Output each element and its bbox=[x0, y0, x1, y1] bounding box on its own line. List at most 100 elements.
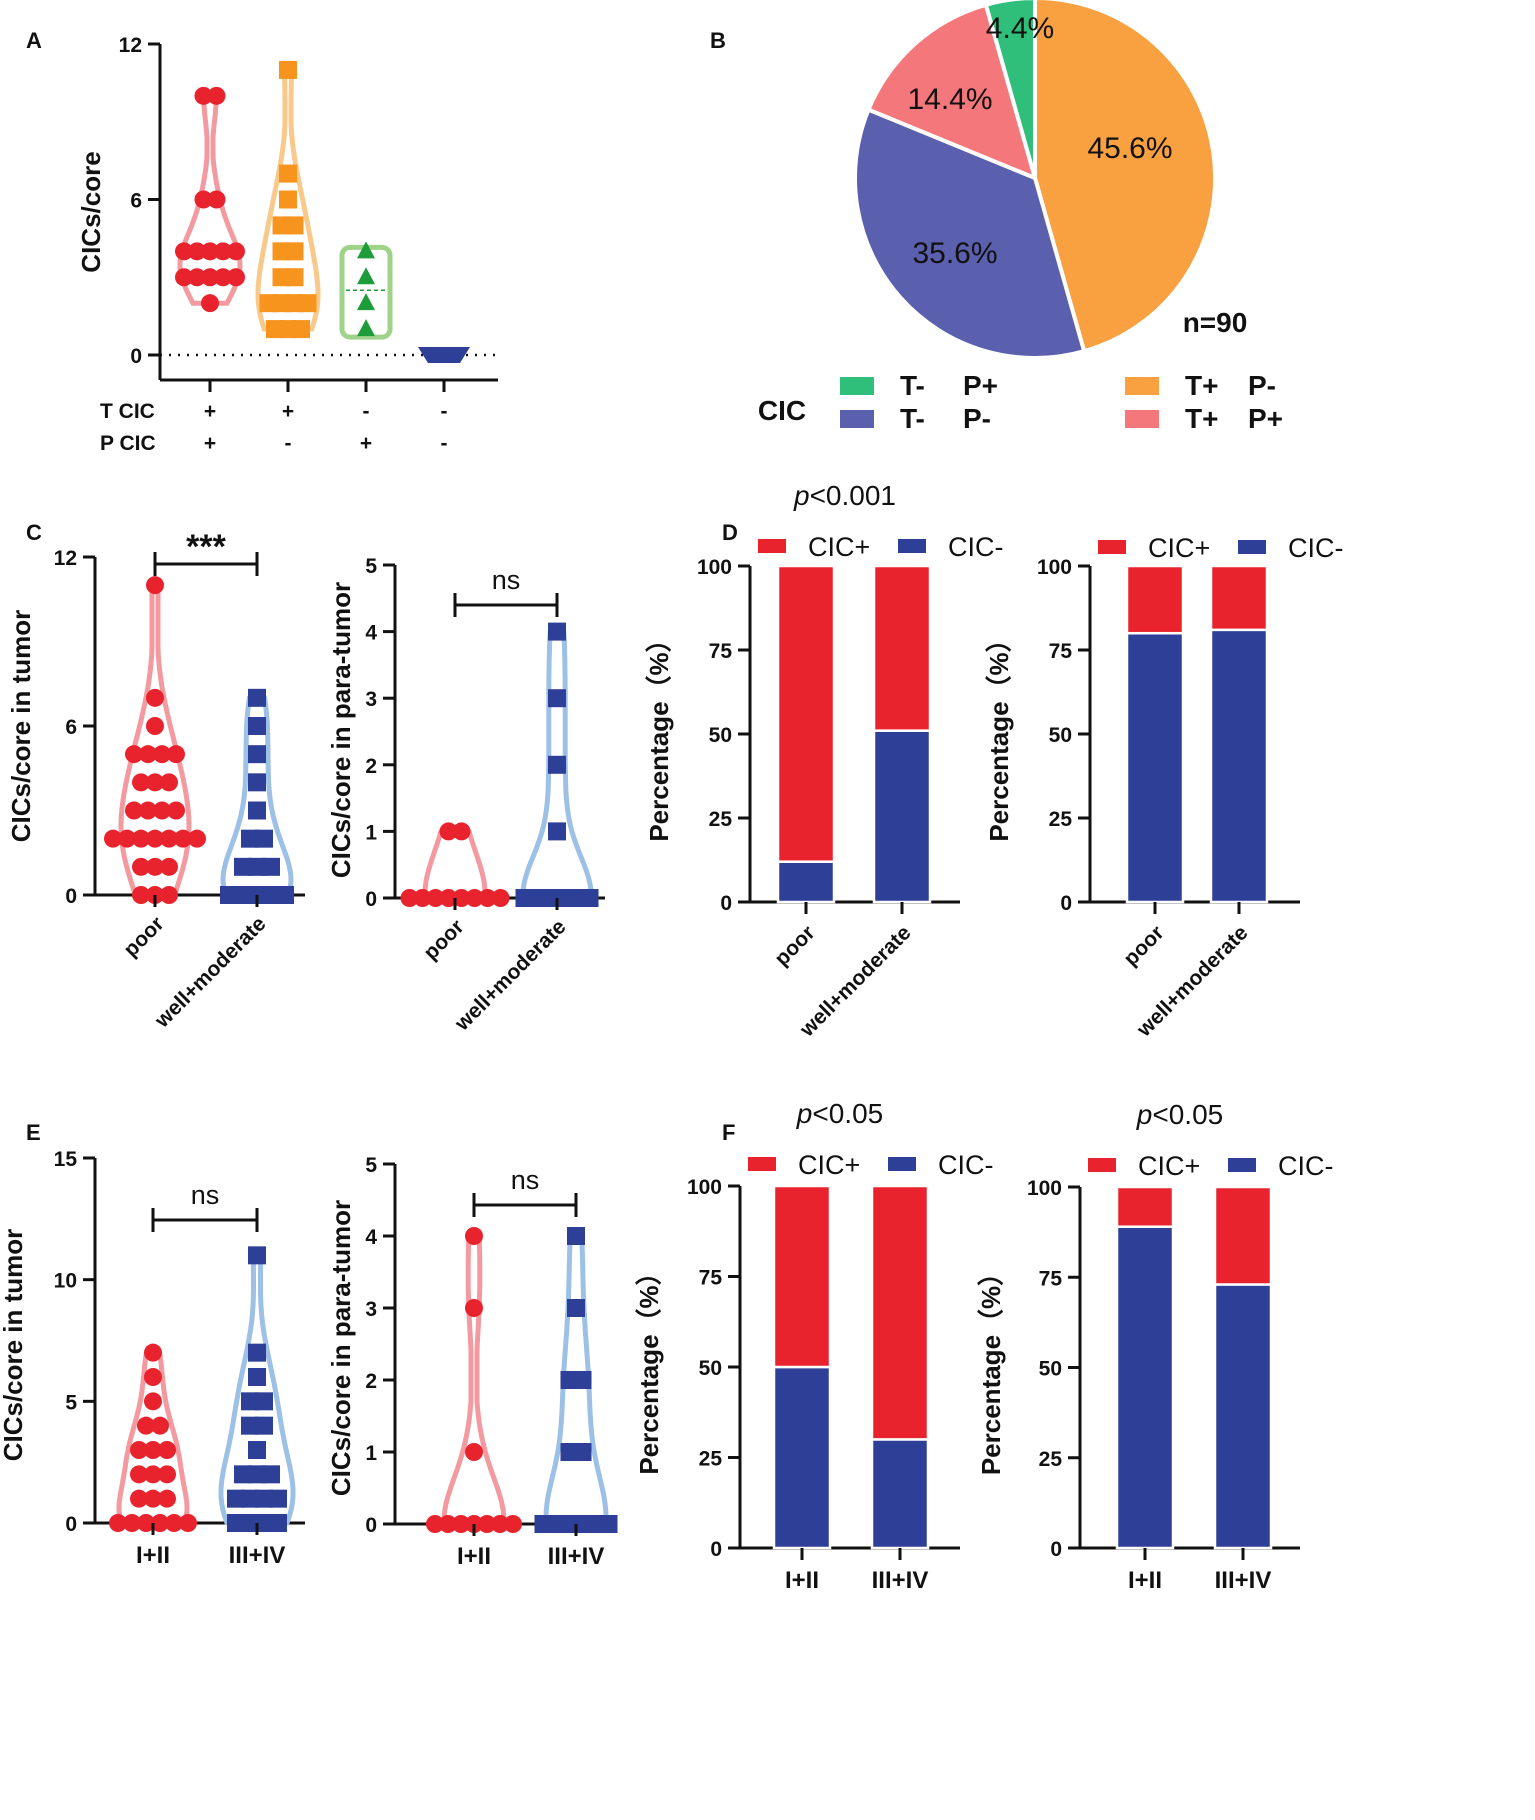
data-point bbox=[201, 268, 219, 287]
y-tick-label: 50 bbox=[709, 724, 732, 747]
panel-C1: 0 6 12 C CICs/core in tumor *** poorwell+moder… bbox=[6, 520, 305, 1033]
data-point bbox=[573, 1371, 592, 1389]
data-point bbox=[194, 190, 213, 209]
legend-text-p: P+ bbox=[963, 370, 998, 401]
panel-label: F bbox=[722, 1120, 735, 1145]
y-tick-label: 0 bbox=[710, 1538, 722, 1561]
panel-label: B bbox=[710, 28, 726, 53]
y-tick-label: 100 bbox=[1027, 1177, 1062, 1200]
violin-outline bbox=[422, 828, 488, 901]
y-tick-label: 75 bbox=[1049, 640, 1073, 663]
y-tick-label: 15 bbox=[54, 1148, 78, 1171]
violin-outline bbox=[441, 1233, 507, 1527]
y-axis-label: Percentage（%） bbox=[984, 626, 1014, 841]
slice-label: 35.6% bbox=[912, 237, 997, 270]
legend-text-t: T- bbox=[900, 370, 925, 401]
data-point bbox=[255, 829, 273, 848]
data-point bbox=[292, 320, 310, 339]
data-point bbox=[357, 241, 375, 259]
data-point bbox=[548, 822, 566, 841]
row-value-t: + bbox=[204, 400, 216, 423]
data-point bbox=[167, 801, 185, 820]
data-point bbox=[146, 857, 164, 876]
data-point bbox=[160, 829, 178, 848]
panel-F2: 0 25 50 75 100 Percentage（%） I+II III+IV CIC+ CIC… bbox=[976, 1099, 1334, 1594]
panel-D1: D0255075100Percentage（%）poorwell+moderat… bbox=[644, 480, 1004, 1042]
data-point bbox=[118, 829, 136, 848]
legend-swatch bbox=[840, 410, 874, 428]
data-point bbox=[478, 1515, 496, 1533]
y-axis-label: CICs/core bbox=[76, 151, 106, 272]
x-tick-label: III+IV bbox=[548, 1543, 605, 1570]
data-point bbox=[146, 829, 164, 848]
row-value-p: - bbox=[285, 432, 292, 455]
data-point bbox=[201, 294, 219, 313]
legend-text-t: T- bbox=[900, 403, 925, 434]
data-point bbox=[146, 717, 164, 735]
data-point bbox=[188, 268, 206, 287]
y-tick-label: 0 bbox=[365, 1514, 377, 1537]
data-point bbox=[248, 745, 266, 764]
data-point bbox=[137, 1514, 155, 1532]
y-tick-label: 4 bbox=[365, 622, 377, 645]
data-point bbox=[167, 745, 185, 764]
data-point bbox=[234, 857, 252, 876]
data-point bbox=[175, 268, 193, 287]
data-point bbox=[357, 293, 375, 311]
data-point bbox=[262, 1465, 280, 1484]
data-point bbox=[214, 242, 232, 261]
data-point bbox=[580, 889, 599, 907]
row-value-p: + bbox=[360, 432, 372, 455]
data-point bbox=[123, 1514, 141, 1532]
data-point bbox=[241, 1416, 259, 1435]
data-point bbox=[548, 689, 566, 708]
y-axis-label: Percentage（%） bbox=[976, 1260, 1006, 1475]
legend-swatch bbox=[758, 539, 786, 553]
data-point bbox=[234, 886, 252, 904]
y-tick-label: 25 bbox=[699, 1448, 723, 1471]
y-tick-label: 100 bbox=[1037, 556, 1072, 579]
bar-segment bbox=[1213, 1185, 1273, 1286]
legend-title: CIC bbox=[758, 395, 806, 426]
data-point bbox=[160, 857, 178, 876]
data-point bbox=[144, 1489, 162, 1508]
data-point bbox=[357, 319, 375, 337]
data-point bbox=[413, 889, 432, 907]
legend-text: CIC- bbox=[1288, 533, 1344, 563]
y-tick-label: 0 bbox=[1050, 1538, 1062, 1561]
legend-swatch bbox=[1238, 540, 1266, 554]
panel-F1: F 0 25 50 75 100 Percentage（%） I+II III+IV CIC+ CI… bbox=[634, 1098, 994, 1594]
p-value: p<0.001 bbox=[793, 480, 896, 511]
bar-segment bbox=[772, 1184, 832, 1369]
data-point bbox=[158, 1465, 176, 1484]
panel-label: D bbox=[722, 520, 738, 545]
data-point bbox=[146, 773, 164, 792]
data-point bbox=[248, 801, 266, 820]
data-point bbox=[504, 1515, 522, 1533]
y-axis-label: CICs/core in para-tumor bbox=[326, 1200, 356, 1496]
y-tick-label: 0 bbox=[1060, 892, 1072, 915]
y-tick-label: 6 bbox=[130, 190, 142, 213]
y-tick-label: 10 bbox=[54, 1270, 77, 1293]
legend-text: CIC+ bbox=[798, 1150, 860, 1180]
panel-E2: 0 1 2 3 4 5 CICs/core in para-tumor ns I+II III+I… bbox=[326, 1154, 618, 1570]
data-point bbox=[227, 1489, 245, 1508]
data-point bbox=[248, 773, 266, 792]
p-value-threshold: <0.001 bbox=[810, 480, 896, 511]
legend-swatch bbox=[888, 1157, 916, 1171]
violin-outline bbox=[418, 347, 470, 363]
data-point bbox=[125, 801, 143, 820]
legend-swatch bbox=[1125, 377, 1159, 395]
y-tick-label: 25 bbox=[709, 808, 733, 831]
data-point bbox=[130, 1465, 148, 1484]
data-point bbox=[220, 886, 238, 904]
data-point bbox=[137, 1416, 155, 1435]
y-tick-label: 0 bbox=[720, 892, 732, 915]
data-point bbox=[439, 889, 458, 907]
p-value-threshold: <0.05 bbox=[812, 1098, 883, 1129]
data-point bbox=[160, 886, 178, 904]
row-value-p: + bbox=[204, 432, 216, 455]
data-point bbox=[285, 268, 304, 287]
y-tick-label: 100 bbox=[697, 556, 732, 579]
data-point bbox=[160, 773, 178, 792]
